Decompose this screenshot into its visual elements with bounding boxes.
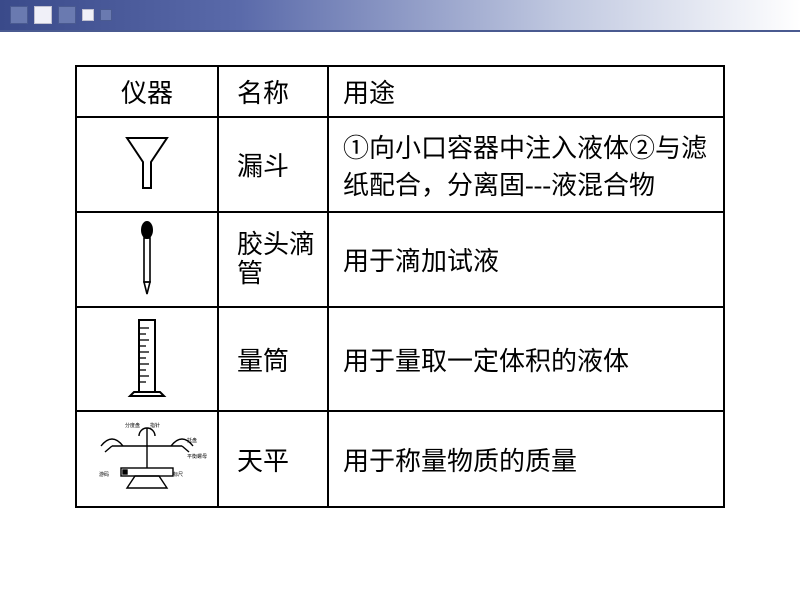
table-row: 漏斗 ①向小口容器中注入液体②与滤纸配合，分离固---液混合物 (76, 117, 724, 212)
balance-label-pointer: 指针 (150, 422, 160, 429)
square-icon (58, 6, 76, 24)
instrument-name: 量筒 (218, 307, 328, 411)
square-icon (10, 6, 28, 24)
table-row: 量筒 用于量取一定体积的液体 (76, 307, 724, 411)
instrument-use: 用于称量物质的质量 (328, 411, 724, 507)
balance-icon: 分度盘 指针 托盘 平衡螺母 游码 标尺 (87, 418, 207, 500)
graduated-cylinder-icon (122, 314, 172, 404)
instrument-use: 用于滴加试液 (328, 212, 724, 307)
gradient-bar (0, 0, 800, 30)
header-instrument: 仪器 (76, 66, 218, 117)
header-name: 名称 (218, 66, 328, 117)
instrument-use: 用于量取一定体积的液体 (328, 307, 724, 411)
instrument-table: 仪器 名称 用途 漏斗 ①向小口容器中注入液体②与滤纸配合，分离固---液混合物… (75, 65, 725, 508)
instrument-icon-cell: 分度盘 指针 托盘 平衡螺母 游码 标尺 (76, 411, 218, 507)
square-icon (100, 9, 112, 21)
instrument-table-container: 仪器 名称 用途 漏斗 ①向小口容器中注入液体②与滤纸配合，分离固---液混合物… (75, 65, 725, 508)
table-header-row: 仪器 名称 用途 (76, 66, 724, 117)
table-row: 胶头滴管 用于滴加试液 (76, 212, 724, 307)
instrument-use: ①向小口容器中注入液体②与滤纸配合，分离固---液混合物 (328, 117, 724, 212)
instrument-name: 胶头滴管 (218, 212, 328, 307)
square-icon (82, 9, 94, 21)
funnel-icon (117, 130, 177, 200)
header-underline (0, 30, 800, 32)
decorative-squares (10, 6, 112, 24)
square-icon (34, 6, 52, 24)
balance-label-nut: 平衡螺母 (187, 453, 207, 460)
instrument-name: 天平 (218, 411, 328, 507)
balance-label-dial: 分度盘 (125, 422, 140, 429)
balance-label-rider: 游码 (99, 471, 109, 478)
header-use: 用途 (328, 66, 724, 117)
instrument-name: 漏斗 (218, 117, 328, 212)
instrument-icon-cell (76, 307, 218, 411)
dropper-icon (132, 220, 162, 300)
balance-label-pan: 托盘 (187, 437, 197, 444)
instrument-icon-cell (76, 212, 218, 307)
slide-header-decoration (0, 0, 800, 40)
balance-label-ruler: 标尺 (173, 471, 183, 478)
table-row: 分度盘 指针 托盘 平衡螺母 游码 标尺 天平 用于称量物质的质量 (76, 411, 724, 507)
instrument-icon-cell (76, 117, 218, 212)
